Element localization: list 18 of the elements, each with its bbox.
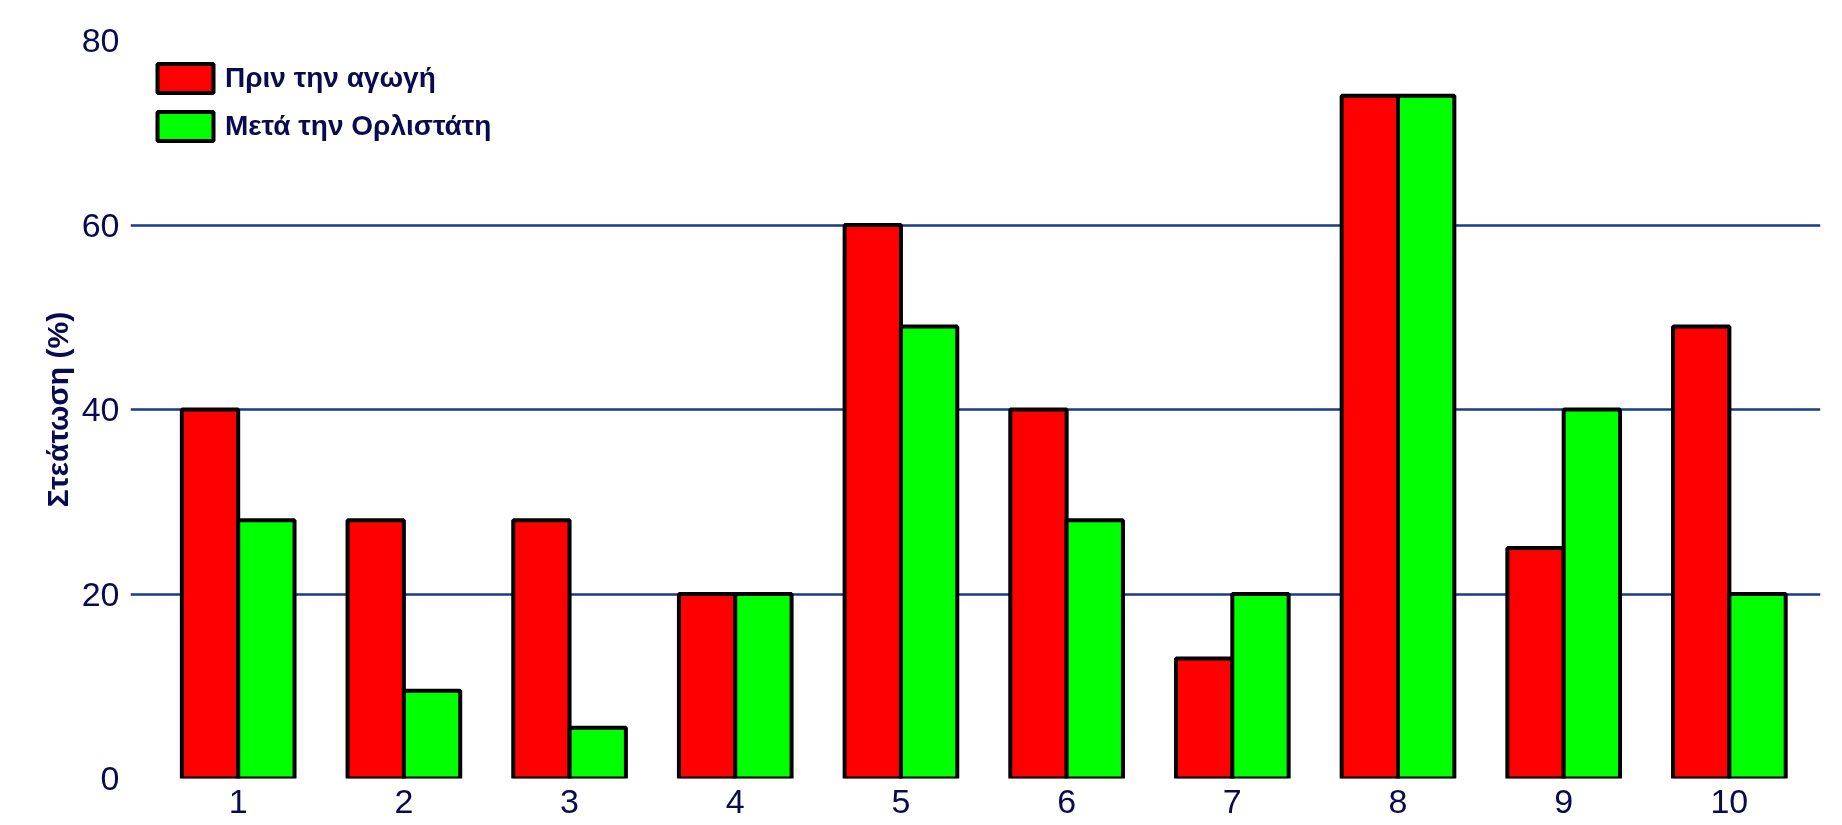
x-tick-label: 3: [560, 781, 580, 820]
x-tick-label: 4: [725, 781, 745, 820]
legend-label: Πριν την αγωγή: [225, 62, 436, 94]
legend-label: Μετά την Ορλιστάτη: [225, 110, 492, 142]
y-tick-label: 0: [100, 759, 120, 797]
x-tick-label: 1: [228, 781, 248, 820]
x-tick-label: 2: [394, 781, 414, 820]
x-tick-label: 9: [1554, 781, 1574, 820]
x-tick-label: 10: [1710, 781, 1749, 820]
y-tick-label: 80: [81, 21, 120, 59]
y-tick-label: 20: [81, 574, 120, 613]
x-tick-label: 5: [891, 781, 911, 820]
x-tick-label: 6: [1057, 781, 1077, 820]
x-tick-label: 8: [1388, 781, 1408, 820]
x-tick-label: 7: [1222, 781, 1242, 820]
y-tick-label: 60: [81, 205, 120, 244]
y-tick-label: 40: [81, 390, 120, 428]
y-axis-title: Στεάτωση (%): [40, 311, 74, 508]
